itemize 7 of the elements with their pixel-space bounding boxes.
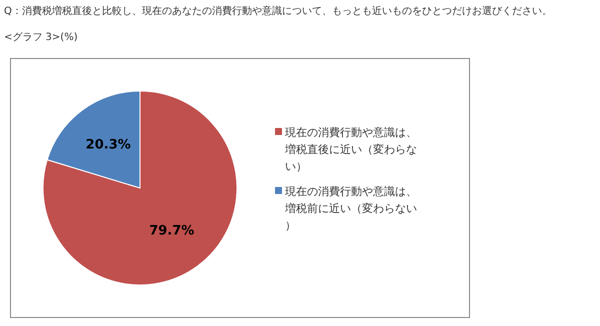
- chart-subtitle: <グラフ 3>(%): [4, 32, 78, 43]
- data-label: 79.7%: [149, 223, 194, 238]
- data-label: 20.3%: [86, 138, 131, 153]
- chart-title: Q：消費税増税直後と比較し、現在のあなたの消費行動や意識について、もっとも近いものをひとつだけお選びください。: [4, 5, 552, 17]
- pie-slice: [42, 90, 238, 286]
- legend-label: 現在の消費行動や意識は、増税直後に近い（変わらない）: [284, 126, 417, 173]
- legend-label: 現在の消費行動や意識は、増税前に近い（変わらない）: [284, 185, 417, 232]
